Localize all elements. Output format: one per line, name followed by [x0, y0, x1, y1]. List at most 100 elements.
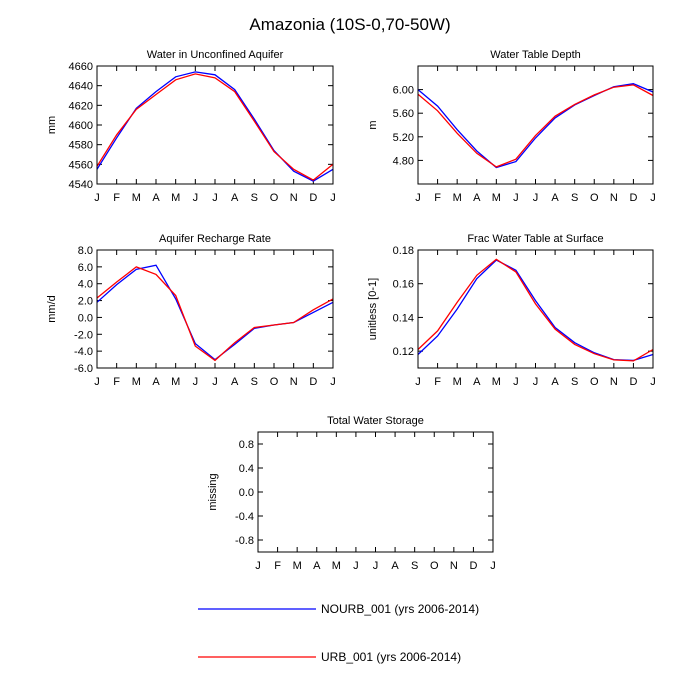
x-tick-label: J	[193, 376, 199, 388]
y-axis-label: mm/d	[46, 295, 58, 323]
x-tick-label: N	[610, 192, 618, 204]
chart-panel-4: Frac Water Table at Surface 0.12 0.14 0.16 0…	[367, 233, 656, 388]
series-line-urb_001	[97, 74, 333, 180]
panel-title: Water Table Depth	[490, 49, 581, 61]
x-tick-label: J	[330, 376, 336, 388]
x-tick-label: J	[353, 560, 359, 572]
y-tick-label: -2.0	[74, 329, 93, 341]
x-tick-label: J	[533, 192, 539, 204]
y-tick-label: -0.8	[235, 535, 254, 547]
series-line-urb_001	[97, 267, 333, 361]
x-tick-label: J	[513, 192, 519, 204]
x-tick-label: D	[469, 560, 477, 572]
x-tick-label: J	[255, 560, 261, 572]
y-tick-label: 5.20	[393, 132, 414, 144]
x-tick-label: J	[415, 192, 421, 204]
y-tick-label: 0.14	[393, 312, 414, 324]
x-tick-label: J	[415, 376, 421, 388]
series-line-urb_001	[418, 259, 653, 361]
x-tick-label: A	[231, 376, 239, 388]
y-tick-label: 0.12	[393, 346, 414, 358]
y-tick-label: 8.0	[78, 245, 93, 257]
y-tick-label: 4560	[69, 159, 93, 171]
x-tick-label: D	[629, 192, 637, 204]
x-tick-label: O	[590, 376, 599, 388]
y-tick-label: 4540	[69, 179, 93, 191]
legend: NOURB_001 (yrs 2006-2014) URB_001 (yrs 20…	[198, 602, 479, 664]
x-tick-label: J	[490, 560, 496, 572]
x-tick-label: N	[290, 376, 298, 388]
x-tick-label: A	[231, 192, 239, 204]
x-tick-label: F	[274, 560, 281, 572]
y-tick-label: 5.60	[393, 108, 414, 120]
y-axis-label: m	[367, 120, 379, 129]
x-tick-label: N	[450, 560, 458, 572]
figure: Amazonia (10S-0,70-50W) Water in Unconfi…	[0, 0, 700, 700]
x-tick-label: O	[430, 560, 439, 572]
y-tick-label: -6.0	[74, 363, 93, 375]
x-tick-label: M	[132, 192, 141, 204]
x-tick-label: S	[571, 376, 578, 388]
y-axis-label: unitless [0-1]	[367, 278, 379, 340]
x-tick-label: M	[332, 560, 341, 572]
x-tick-label: J	[330, 192, 336, 204]
panel-title: Water in Unconfined Aquifer	[147, 49, 284, 61]
x-tick-label: J	[513, 376, 519, 388]
x-tick-label: J	[212, 192, 218, 204]
series-line-nourb_001	[97, 72, 333, 181]
x-tick-label: M	[171, 376, 180, 388]
x-tick-label: S	[571, 192, 578, 204]
y-tick-label: 4.80	[393, 155, 414, 167]
x-tick-label: A	[551, 376, 559, 388]
x-tick-label: N	[610, 376, 618, 388]
x-tick-label: M	[171, 192, 180, 204]
y-tick-label: 0.18	[393, 245, 414, 257]
x-tick-label: J	[94, 192, 100, 204]
x-tick-label: J	[373, 560, 379, 572]
y-tick-label: 2.0	[78, 296, 93, 308]
x-tick-label: S	[411, 560, 418, 572]
x-tick-label: A	[152, 376, 160, 388]
x-tick-label: N	[290, 192, 298, 204]
x-tick-label: F	[113, 192, 120, 204]
x-tick-label: O	[270, 376, 279, 388]
x-tick-label: J	[212, 376, 218, 388]
x-tick-label: J	[193, 192, 199, 204]
y-tick-label: 4580	[69, 140, 93, 152]
x-tick-label: J	[650, 192, 656, 204]
y-tick-label: 4640	[69, 81, 93, 93]
chart-panel-1: Water in Unconfined Aquifer 4540 4560 4580 4…	[46, 49, 336, 204]
x-tick-label: M	[492, 192, 501, 204]
y-tick-label: 4620	[69, 100, 93, 112]
series-line-nourb_001	[97, 265, 333, 359]
x-tick-label: D	[629, 376, 637, 388]
x-tick-label: D	[309, 376, 317, 388]
x-tick-label: S	[251, 376, 258, 388]
series-line-nourb_001	[418, 260, 653, 360]
x-tick-label: A	[391, 560, 399, 572]
x-tick-label: F	[113, 376, 120, 388]
x-tick-label: F	[434, 376, 441, 388]
x-tick-label: A	[473, 192, 481, 204]
y-tick-label: 0.16	[393, 279, 414, 291]
chart-panel-3: Aquifer Recharge Rate -6.0 -4.0 -2.0 0.0 2.0 4…	[46, 233, 336, 388]
y-tick-label: 0.8	[239, 439, 254, 451]
x-tick-label: A	[152, 192, 160, 204]
x-tick-label: O	[590, 192, 599, 204]
plot-frame	[97, 250, 333, 368]
y-tick-label: 4.0	[78, 279, 93, 291]
legend-label-nourb_001: NOURB_001 (yrs 2006-2014)	[321, 602, 479, 616]
x-tick-label: A	[551, 192, 559, 204]
y-tick-label: 6.00	[393, 85, 414, 97]
x-tick-label: M	[453, 376, 462, 388]
series-line-nourb_001	[418, 84, 653, 168]
x-tick-label: M	[132, 376, 141, 388]
x-tick-label: J	[650, 376, 656, 388]
plot-frame	[97, 66, 333, 184]
x-tick-label: O	[270, 192, 279, 204]
y-tick-label: 4600	[69, 120, 93, 132]
x-tick-label: F	[434, 192, 441, 204]
y-tick-label: 0.4	[239, 463, 254, 475]
y-axis-label: mm	[46, 116, 58, 134]
